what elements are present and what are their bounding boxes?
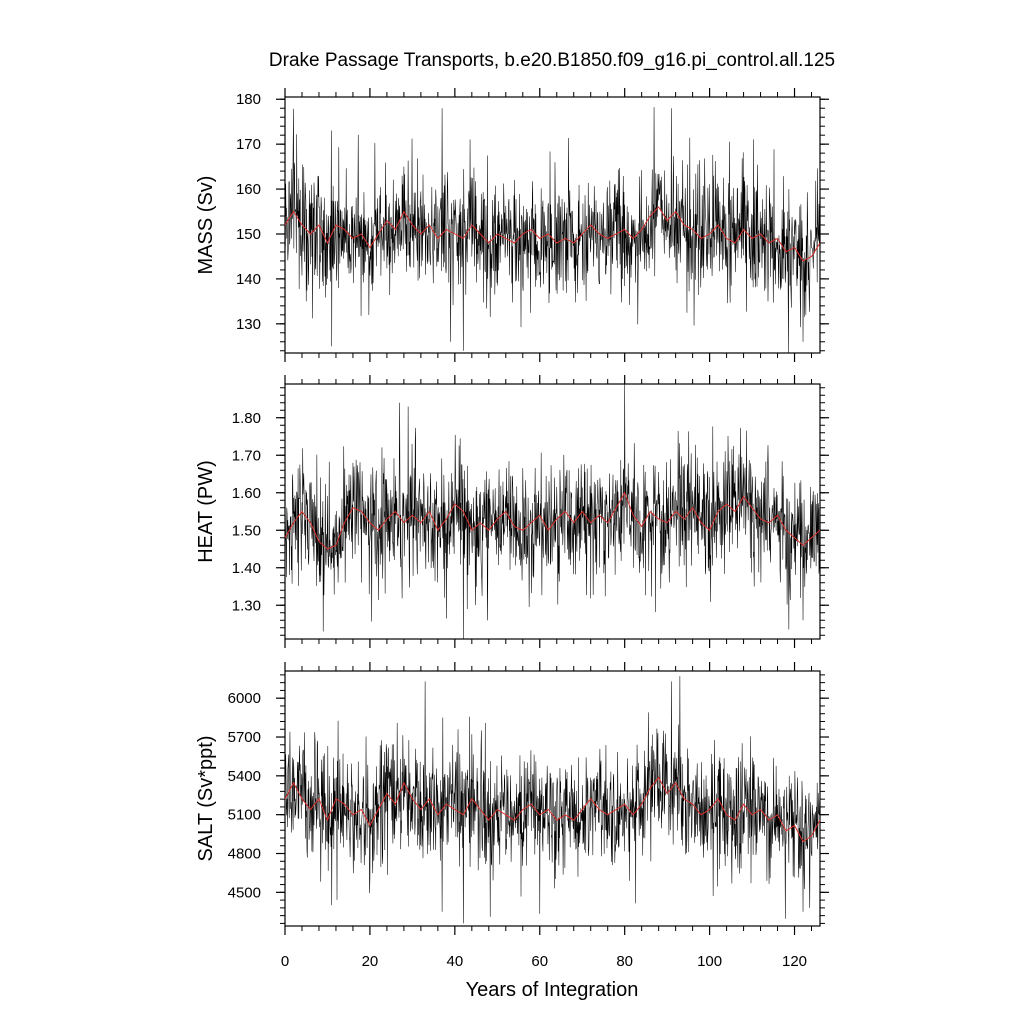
x-tick-label: 100 bbox=[697, 953, 722, 970]
y-tick-label: 5400 bbox=[228, 768, 261, 785]
x-tick-label: 40 bbox=[446, 953, 463, 970]
x-axis-label: Years of Integration bbox=[466, 979, 639, 1001]
x-tick-label: 80 bbox=[616, 953, 633, 970]
panel-mass: 130 140 150 160 170 180 MASS (Sv) bbox=[195, 88, 829, 362]
y-tick-label: 1.50 bbox=[232, 522, 261, 539]
y-tick-label: 1.30 bbox=[232, 597, 261, 614]
x-tick-label: 20 bbox=[362, 953, 379, 970]
y-axis-label-mass: MASS (Sv) bbox=[195, 176, 217, 275]
y-tick-label: 180 bbox=[236, 91, 261, 108]
y-tick-label: 150 bbox=[236, 226, 261, 243]
y-tick-label: 4500 bbox=[228, 884, 261, 901]
x-tick-label: 0 bbox=[281, 953, 289, 970]
y-tick-label: 6000 bbox=[228, 690, 261, 707]
y-tick-label: 1.40 bbox=[232, 560, 261, 577]
y-tick-label: 5700 bbox=[228, 729, 261, 746]
x-tick-label: 60 bbox=[531, 953, 548, 970]
series-smoothed-salt bbox=[284, 776, 821, 843]
y-axis-label-heat: HEAT (PW) bbox=[195, 460, 217, 563]
y-axis-label-salt: SALT (Sv*ppt) bbox=[195, 736, 217, 862]
y-tick-label: 5100 bbox=[228, 807, 261, 824]
chart-title: Drake Passage Transports, b.e20.B1850.f0… bbox=[269, 50, 835, 71]
x-tick-label: 120 bbox=[782, 953, 807, 970]
series-smoothed-heat bbox=[284, 491, 821, 550]
series-monthly-heat bbox=[284, 383, 821, 640]
panel-heat: 1.30 1.40 1.50 1.60 1.70 1.80 HEAT (PW) bbox=[195, 375, 829, 648]
y-tick-label: 170 bbox=[236, 136, 261, 153]
y-tick-label: 1.60 bbox=[232, 485, 261, 502]
y-tick-label: 140 bbox=[236, 271, 261, 288]
series-smoothed-mass bbox=[284, 206, 821, 262]
y-tick-label: 1.80 bbox=[232, 410, 261, 427]
y-tick-label: 160 bbox=[236, 181, 261, 198]
series-monthly-salt bbox=[284, 676, 821, 924]
series-monthly-mass bbox=[284, 107, 821, 354]
y-tick-label: 1.70 bbox=[232, 447, 261, 464]
panel-salt: 4500 4800 5100 5400 5700 6000 SALT (Sv*ppt) bbox=[195, 662, 829, 935]
y-tick-label: 130 bbox=[236, 316, 261, 333]
y-tick-label: 4800 bbox=[228, 846, 261, 863]
